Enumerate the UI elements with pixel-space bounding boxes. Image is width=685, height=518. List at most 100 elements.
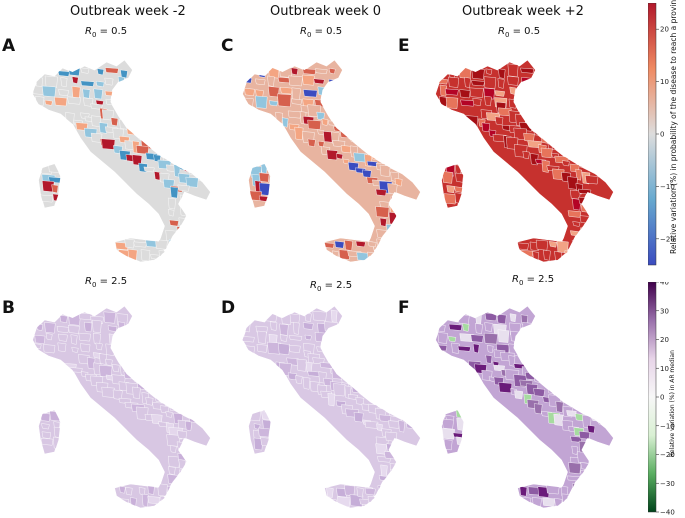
province-patch — [42, 344, 56, 354]
province-patch — [323, 321, 338, 333]
province-patch — [178, 236, 188, 248]
province-patch — [484, 322, 493, 332]
province-patch — [49, 410, 61, 422]
province-patch — [580, 227, 593, 234]
r0-label-D: R0 = 2.5 — [310, 280, 353, 293]
colorbar-tick-label: −20 — [660, 235, 675, 243]
province-patch — [302, 68, 317, 75]
colorbar-tick-label: −10 — [660, 422, 675, 430]
province-patch — [245, 345, 256, 354]
province-patch — [364, 420, 379, 429]
province-patch — [277, 93, 292, 107]
province-patch — [103, 311, 116, 324]
province-patch — [200, 418, 208, 426]
province-patch — [497, 329, 510, 343]
province-patch — [445, 96, 459, 109]
province-patch — [68, 67, 81, 76]
province-patch — [376, 229, 388, 239]
province-patch — [80, 67, 90, 74]
province-patch — [130, 497, 137, 508]
colorbar-tick-label: 20 — [660, 26, 669, 34]
province-patch — [176, 226, 188, 237]
province-patch — [442, 428, 455, 440]
italy-map-C — [242, 59, 421, 263]
province-patch — [549, 241, 558, 248]
colorbar-gradient — [648, 282, 657, 513]
province-patch — [577, 188, 592, 195]
province-patch — [577, 483, 592, 491]
province-patch — [568, 145, 576, 160]
province-patch — [446, 312, 459, 322]
province-patch — [488, 376, 496, 382]
province-patch — [436, 324, 446, 333]
province-patch — [258, 172, 270, 183]
province-patch — [137, 132, 146, 141]
province-patch — [145, 397, 154, 406]
province-patch — [328, 68, 336, 75]
province-patch — [242, 77, 253, 84]
province-patch — [118, 87, 126, 95]
province-patch — [326, 149, 338, 161]
province-patch — [375, 188, 387, 197]
province-patch — [344, 484, 356, 497]
column-title-week-minus-2: Outbreak week -2 — [70, 4, 186, 19]
province-patch — [328, 79, 340, 88]
province-patch — [485, 68, 493, 75]
province-patch — [339, 129, 355, 139]
province-patch — [35, 96, 45, 107]
province-patch — [359, 138, 373, 150]
province-patch — [367, 496, 379, 508]
province-patch — [437, 315, 445, 324]
province-patch — [401, 167, 411, 173]
province-patch — [177, 478, 185, 491]
province-patch — [522, 150, 530, 160]
province-patch — [288, 335, 303, 341]
colorbar-tick-label: −10 — [660, 183, 675, 191]
province-patch — [376, 238, 387, 248]
province-patch — [483, 76, 497, 89]
province-patch — [379, 217, 387, 227]
province-patch — [307, 138, 316, 147]
province-patch — [93, 88, 103, 100]
province-patch — [188, 410, 203, 424]
province-patch — [242, 336, 255, 343]
colorbar-tick-label: 10 — [660, 78, 669, 86]
province-patch — [278, 343, 290, 355]
mainland-shape — [435, 305, 614, 503]
r0-label-A: R0 = 0.5 — [85, 26, 128, 39]
province-patch — [107, 325, 118, 332]
province-patch — [581, 403, 593, 414]
province-patch — [41, 431, 52, 439]
province-patch — [95, 80, 105, 87]
province-patch — [290, 67, 299, 76]
province-patch — [542, 497, 556, 507]
province-patch — [444, 88, 459, 96]
province-patch — [145, 383, 156, 393]
province-patch — [57, 70, 70, 77]
province-patch — [119, 485, 126, 494]
province-patch — [295, 375, 303, 385]
colorbar-tick-label: 10 — [660, 365, 669, 373]
province-patch — [483, 332, 498, 345]
province-patch — [178, 217, 189, 227]
province-patch — [559, 146, 568, 153]
province-patch — [304, 334, 312, 341]
province-patch — [547, 384, 558, 395]
province-patch — [255, 95, 268, 109]
province-patch — [585, 175, 599, 185]
province-patch — [157, 483, 168, 497]
province-patch — [507, 75, 519, 86]
province-patch — [312, 310, 327, 322]
panel-letter-B: B — [2, 298, 15, 318]
province-patch — [464, 77, 471, 88]
province-patch — [448, 65, 456, 79]
province-patch — [514, 390, 524, 400]
province-patch — [317, 140, 325, 148]
province-patch — [333, 383, 346, 397]
province-patch — [355, 240, 366, 248]
province-patch — [32, 65, 43, 78]
province-patch — [147, 483, 155, 495]
province-patch — [44, 75, 58, 88]
province-patch — [462, 323, 470, 332]
province-patch — [242, 66, 254, 76]
